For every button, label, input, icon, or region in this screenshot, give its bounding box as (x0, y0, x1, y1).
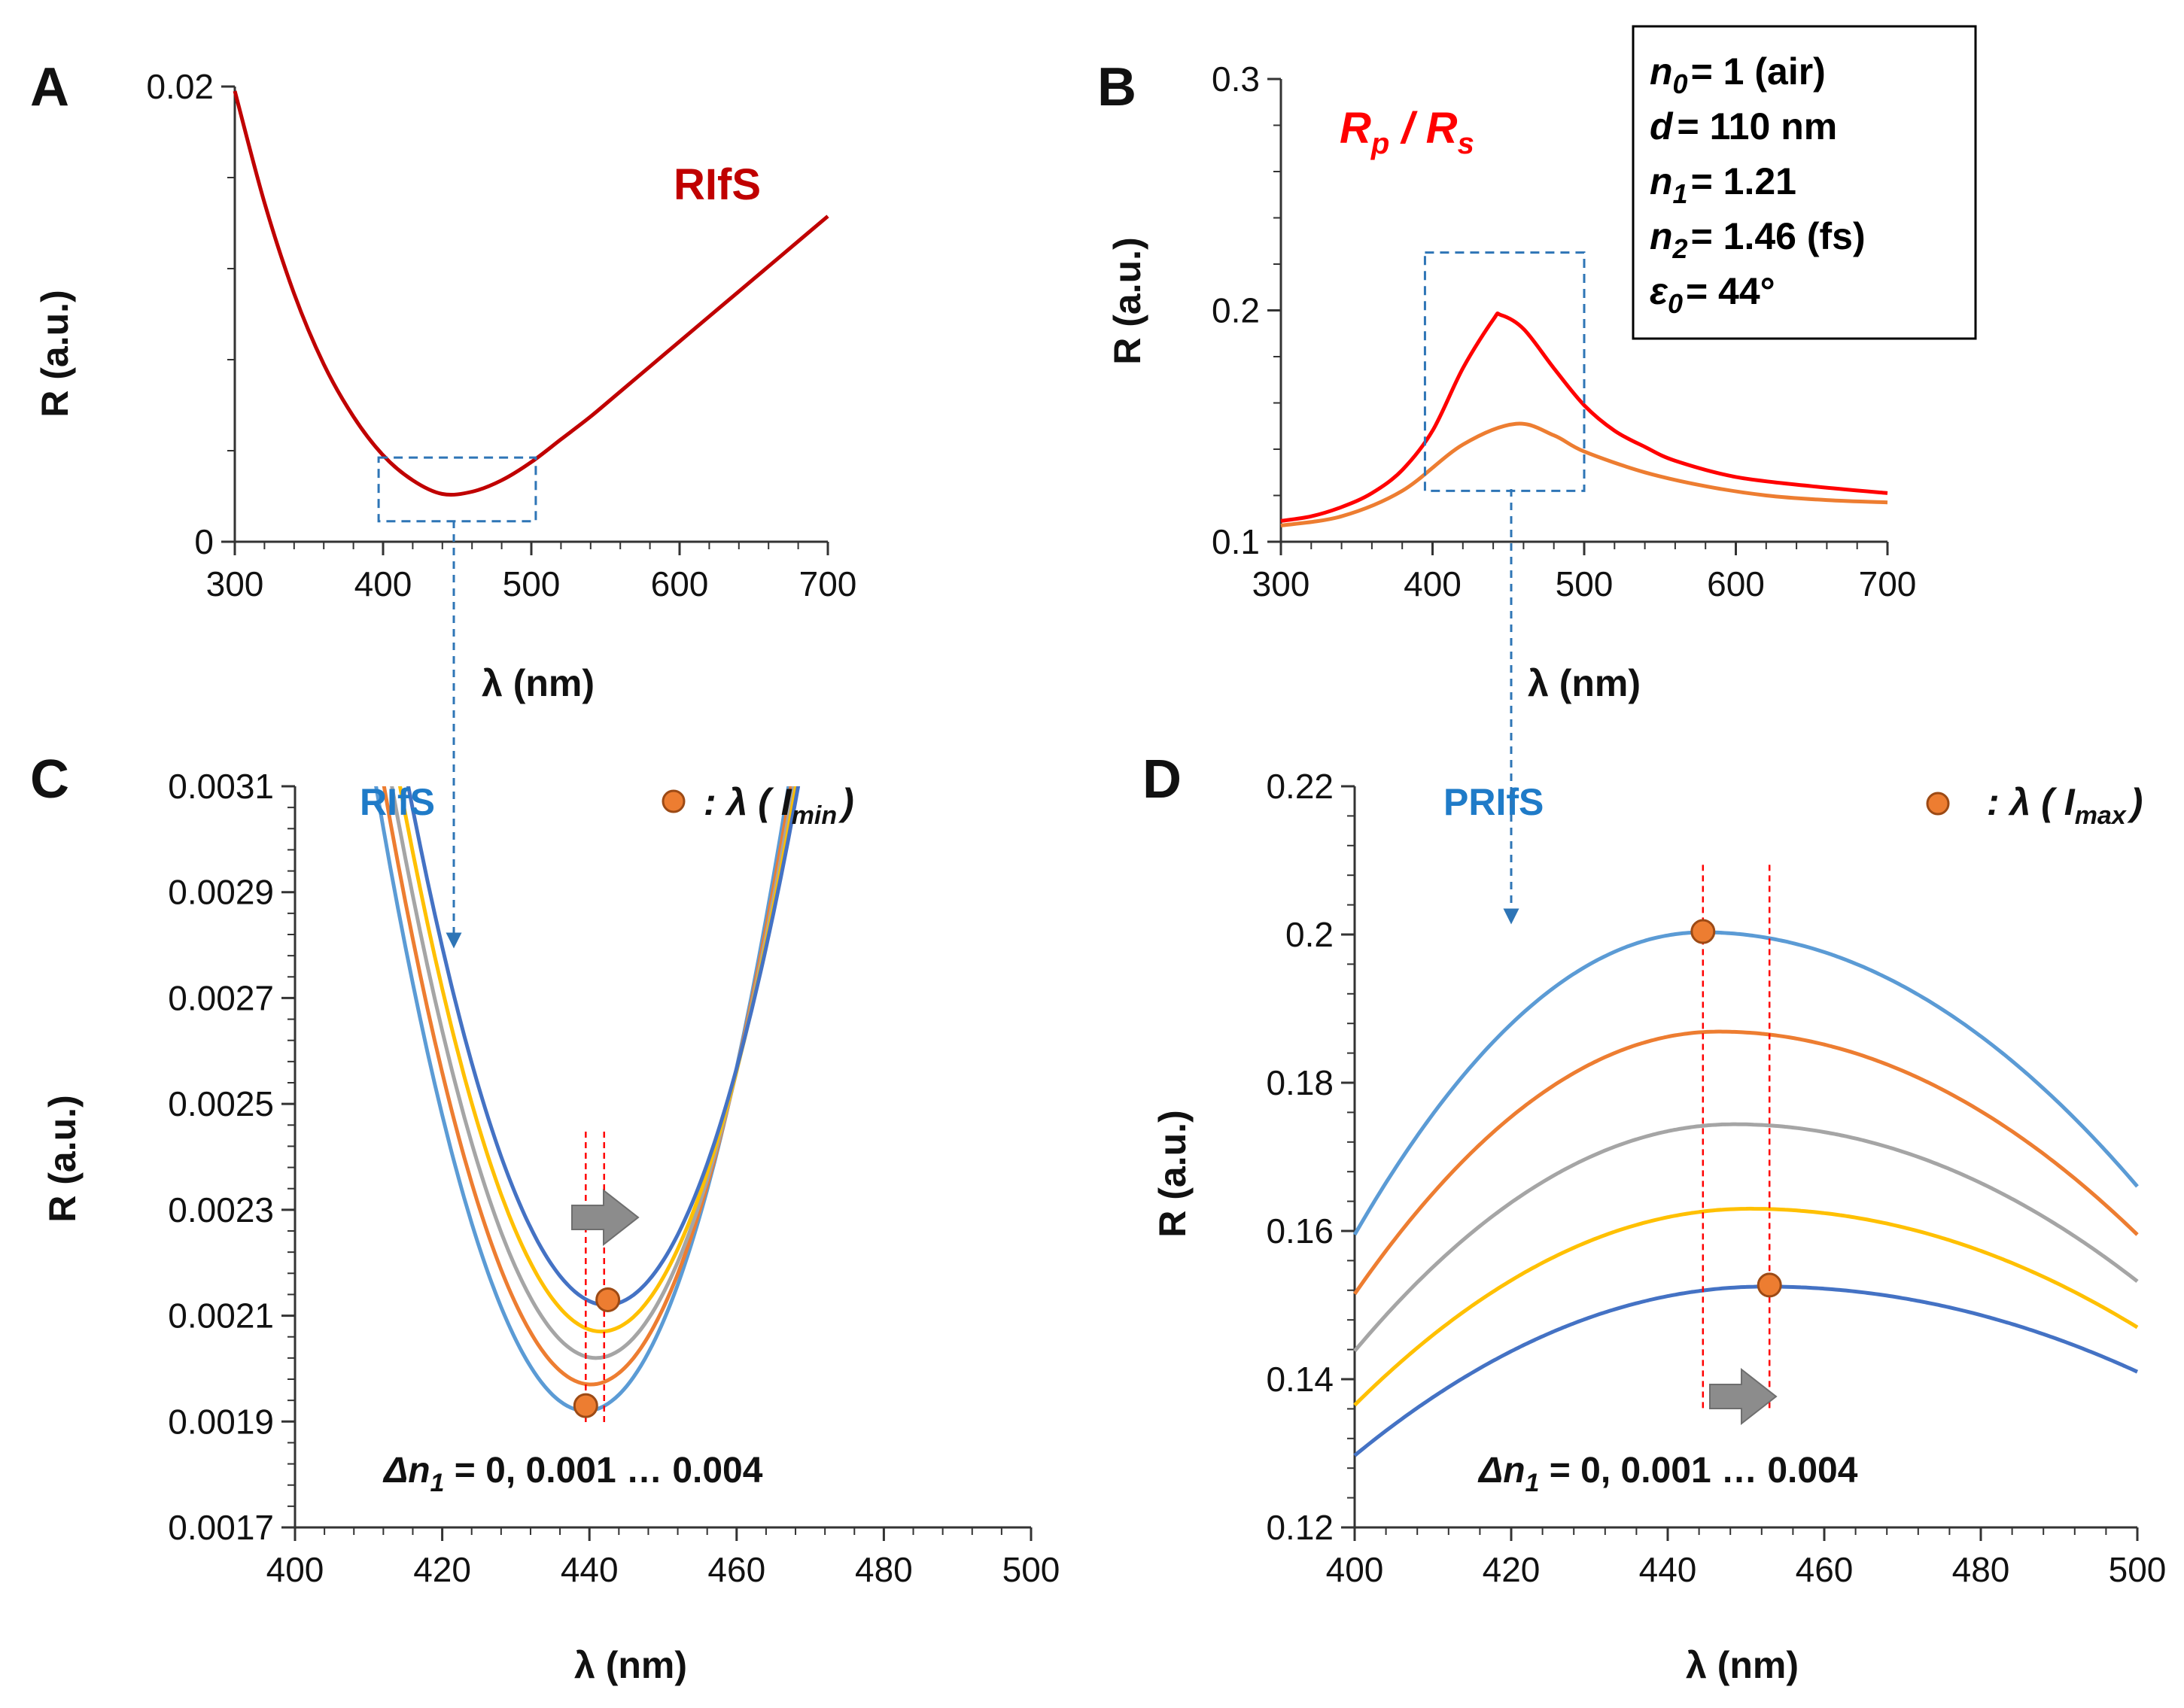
x-tick-label-d: 400 (1326, 1550, 1384, 1589)
y-tick-label-a: 0.02 (146, 67, 214, 106)
x-tick-label-a: 500 (503, 564, 561, 603)
y-tick-label-b: 0.3 (1212, 59, 1260, 99)
series-line-d-1 (1353, 1029, 2139, 1296)
extremum-marker-c-1 (595, 1287, 621, 1312)
annotation-rifs: RIfS (674, 160, 761, 209)
y-tick-label-d: 0.12 (1266, 1508, 1334, 1547)
x-tick-label-c: 400 (266, 1550, 324, 1589)
param-eps0: ε0= 44° (1650, 270, 1775, 319)
method-label-prifs: PRIfS (1443, 781, 1544, 823)
legend-marker-d (1926, 792, 1950, 816)
legend-marker-c (662, 789, 686, 813)
x-tick-label-d: 420 (1483, 1550, 1541, 1589)
chart-panel-c: 400 420 440 460 480 500 0.0017 0.0019 0.0021 0.00… (41, 767, 1060, 1686)
panel-letter-b: B (1097, 57, 1136, 117)
param-n1: n1= 1.21 (1650, 160, 1796, 209)
series-line-rp (1280, 312, 1888, 523)
chart-panel-a: 300 400 500 600 700 0 0.02 RIfS λ (nm) R (a.u.… (34, 67, 856, 704)
x-tick-label-b: 500 (1556, 564, 1614, 603)
x-axis-title-b: λ (nm) (1528, 662, 1641, 704)
legend-text-d: : λ ( Imax) (1987, 781, 2143, 830)
y-tick-label-c: 0.0027 (168, 978, 274, 1017)
series-line-d-0 (1353, 930, 2139, 1236)
series-line-d-3 (1353, 1206, 2139, 1407)
extremum-marker-d-1 (1757, 1272, 1782, 1298)
y-tick-label-a: 0 (194, 522, 214, 561)
y-axis-title-c: R (a.u.) (41, 1095, 84, 1222)
extremum-marker-d-0 (1690, 919, 1716, 944)
y-tick-label-c: 0.0017 (168, 1508, 274, 1547)
zoom-box-b (1423, 251, 1586, 492)
annotation-rp-rs: Rp / Rs (1340, 104, 1474, 160)
series-line-d-2 (1353, 1122, 2139, 1353)
x-axis-title-a: λ (nm) (482, 662, 595, 704)
x-tick-label-c: 440 (561, 1550, 619, 1589)
param-d: d = 110 nm (1650, 105, 1837, 147)
series-line-c-4 (406, 786, 801, 1307)
y-axis-title-d: R (a.u.) (1151, 1110, 1194, 1237)
footnote-d: Δn1 = 0, 0.001 … 0.004 (1477, 1451, 1858, 1497)
y-tick-label-d: 0.14 (1266, 1360, 1334, 1399)
x-tick-label-c: 500 (1002, 1550, 1060, 1589)
panel-letter-d: D (1142, 749, 1182, 810)
y-tick-label-b: 0.1 (1212, 522, 1260, 561)
param-n2: n2= 1.46 (fs) (1650, 215, 1866, 264)
y-tick-label-c: 0.0029 (168, 873, 274, 912)
x-tick-label-d: 500 (2109, 1550, 2167, 1589)
zoom-box-a (377, 456, 537, 523)
footnote-c: Δn1 = 0, 0.001 … 0.004 (382, 1451, 763, 1497)
panel-letter-a: A (30, 57, 69, 117)
x-tick-label-d: 440 (1639, 1550, 1697, 1589)
extremum-marker-c-0 (573, 1393, 598, 1418)
shift-arrow-c (571, 1188, 640, 1247)
x-tick-label-c: 480 (855, 1550, 913, 1589)
series-line-rs (1280, 421, 1888, 527)
y-tick-label-c: 0.0025 (168, 1084, 274, 1123)
x-tick-label-a: 700 (799, 564, 857, 603)
x-tick-label-b: 300 (1252, 564, 1310, 603)
y-tick-label-d: 0.16 (1266, 1211, 1334, 1251)
series-line-d-4 (1353, 1284, 2139, 1457)
y-tick-label-c: 0.0023 (168, 1190, 274, 1229)
x-tick-label-b: 700 (1859, 564, 1917, 603)
legend-text-c: : λ ( Imin) (704, 781, 854, 830)
series-line-c-2 (390, 786, 796, 1360)
y-tick-label-c: 0.0019 (168, 1402, 274, 1441)
x-tick-label-a: 400 (354, 564, 412, 603)
x-tick-label-c: 460 (707, 1550, 765, 1589)
parameter-box: n0= 1 (air) d = 110 nm n1= 1.21 n2= 1.46 … (1632, 25, 1977, 340)
shift-arrow-d (1709, 1367, 1778, 1426)
series-line-c-0 (374, 786, 791, 1413)
y-tick-label-c: 0.0031 (168, 767, 274, 806)
x-tick-label-b: 400 (1404, 564, 1462, 603)
series-line-c-3 (397, 786, 798, 1334)
x-axis-title-c: λ (nm) (574, 1644, 687, 1686)
x-tick-label-c: 420 (413, 1550, 471, 1589)
y-tick-label-c: 0.0021 (168, 1296, 274, 1336)
x-tick-label-a: 600 (651, 564, 709, 603)
y-axis-title-b: R (a.u.) (1106, 237, 1148, 364)
y-tick-label-d: 0.18 (1266, 1063, 1334, 1102)
x-tick-label-b: 600 (1707, 564, 1765, 603)
chart-panel-d: 400 420 440 460 480 500 0.12 0.14 0.16 0.18 0.2 0.2… (1151, 767, 2166, 1686)
y-tick-label-d: 0.2 (1285, 915, 1334, 954)
panel-letter-c: C (30, 749, 69, 810)
series-line-c-1 (382, 786, 793, 1387)
y-tick-label-d: 0.22 (1266, 767, 1334, 806)
x-axis-title-d: λ (nm) (1686, 1644, 1799, 1686)
param-n0: n0= 1 (air) (1650, 50, 1826, 99)
y-tick-label-b: 0.2 (1212, 291, 1260, 330)
series-line-rifs (233, 90, 829, 497)
x-tick-label-d: 480 (1952, 1550, 2010, 1589)
x-tick-label-d: 460 (1796, 1550, 1854, 1589)
method-label-rifs: RIfS (360, 781, 435, 823)
y-axis-title-a: R (a.u.) (34, 290, 76, 417)
x-tick-label-a: 300 (206, 564, 264, 603)
